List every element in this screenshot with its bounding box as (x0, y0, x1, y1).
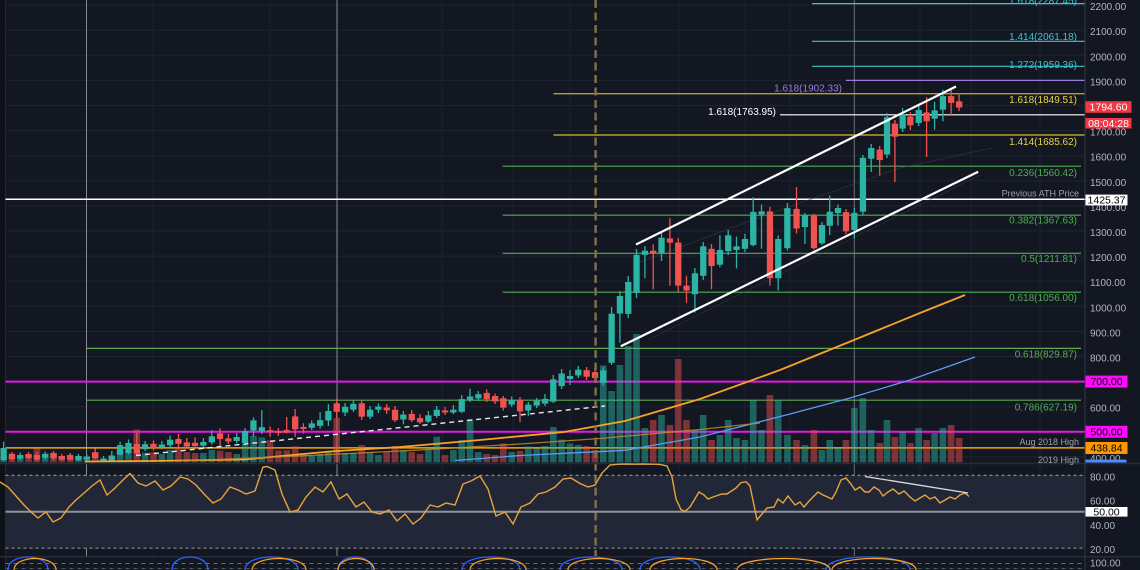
svg-text:700.00: 700.00 (1090, 376, 1122, 388)
svg-text:900.00: 900.00 (1090, 328, 1121, 339)
svg-text:1.618(1849.51): 1.618(1849.51) (1009, 95, 1077, 106)
svg-text:2100.00: 2100.00 (1090, 27, 1127, 38)
svg-text:1.618(1902.33): 1.618(1902.33) (774, 84, 842, 95)
svg-text:1600.00: 1600.00 (1090, 153, 1127, 164)
svg-text:1300.00: 1300.00 (1090, 228, 1127, 239)
svg-text:1794.60: 1794.60 (1090, 102, 1128, 114)
svg-text:1.414(1685.62): 1.414(1685.62) (1009, 137, 1077, 148)
svg-text:800.00: 800.00 (1090, 354, 1121, 365)
svg-text:1900.00: 1900.00 (1090, 77, 1127, 88)
svg-text:80.00: 80.00 (1090, 472, 1115, 483)
svg-text:0.382(1367.63): 0.382(1367.63) (1009, 215, 1077, 226)
svg-text:08:04:28: 08:04:28 (1088, 118, 1129, 130)
svg-text:2000.00: 2000.00 (1090, 52, 1127, 63)
svg-text:0.236(1560.42): 0.236(1560.42) (1009, 168, 1077, 179)
svg-text:1400.00: 1400.00 (1090, 203, 1127, 214)
svg-text:50.00: 50.00 (1093, 506, 1119, 518)
svg-text:1.272(1959.36): 1.272(1959.36) (1009, 60, 1077, 71)
svg-text:60.00: 60.00 (1090, 497, 1115, 508)
svg-text:1425.37: 1425.37 (1088, 195, 1126, 207)
svg-text:1.618(1763.95): 1.618(1763.95) (708, 107, 776, 118)
svg-text:600.00: 600.00 (1090, 404, 1121, 415)
svg-text:100.00: 100.00 (1090, 559, 1121, 570)
svg-text:1500.00: 1500.00 (1090, 178, 1127, 189)
svg-text:20.00: 20.00 (1090, 545, 1115, 556)
svg-text:1.618(2287.45): 1.618(2287.45) (1009, 0, 1077, 7)
svg-text:1100.00: 1100.00 (1090, 278, 1126, 289)
svg-text:Aug 2018 High: Aug 2018 High (1019, 437, 1079, 447)
svg-text:438.84: 438.84 (1090, 443, 1122, 455)
svg-text:1700.00: 1700.00 (1090, 128, 1127, 139)
svg-text:Previous ATH Price: Previous ATH Price (1002, 188, 1079, 198)
svg-text:2200.00: 2200.00 (1090, 2, 1127, 13)
svg-text:1200.00: 1200.00 (1090, 253, 1127, 264)
svg-text:0.786(627.19): 0.786(627.19) (1015, 403, 1077, 414)
svg-text:0.618(829.87): 0.618(829.87) (1015, 349, 1077, 360)
svg-text:500.00: 500.00 (1090, 426, 1122, 438)
svg-text:40.00: 40.00 (1090, 521, 1115, 532)
svg-text:0.5(1211.81): 0.5(1211.81) (1021, 254, 1077, 265)
svg-text:1.414(2061.18): 1.414(2061.18) (1009, 32, 1077, 43)
svg-text:400.00: 400.00 (1090, 454, 1121, 465)
svg-text:1000.00: 1000.00 (1090, 303, 1127, 314)
svg-text:0.618(1056.00): 0.618(1056.00) (1009, 293, 1077, 304)
svg-text:2019 High: 2019 High (1038, 455, 1079, 465)
